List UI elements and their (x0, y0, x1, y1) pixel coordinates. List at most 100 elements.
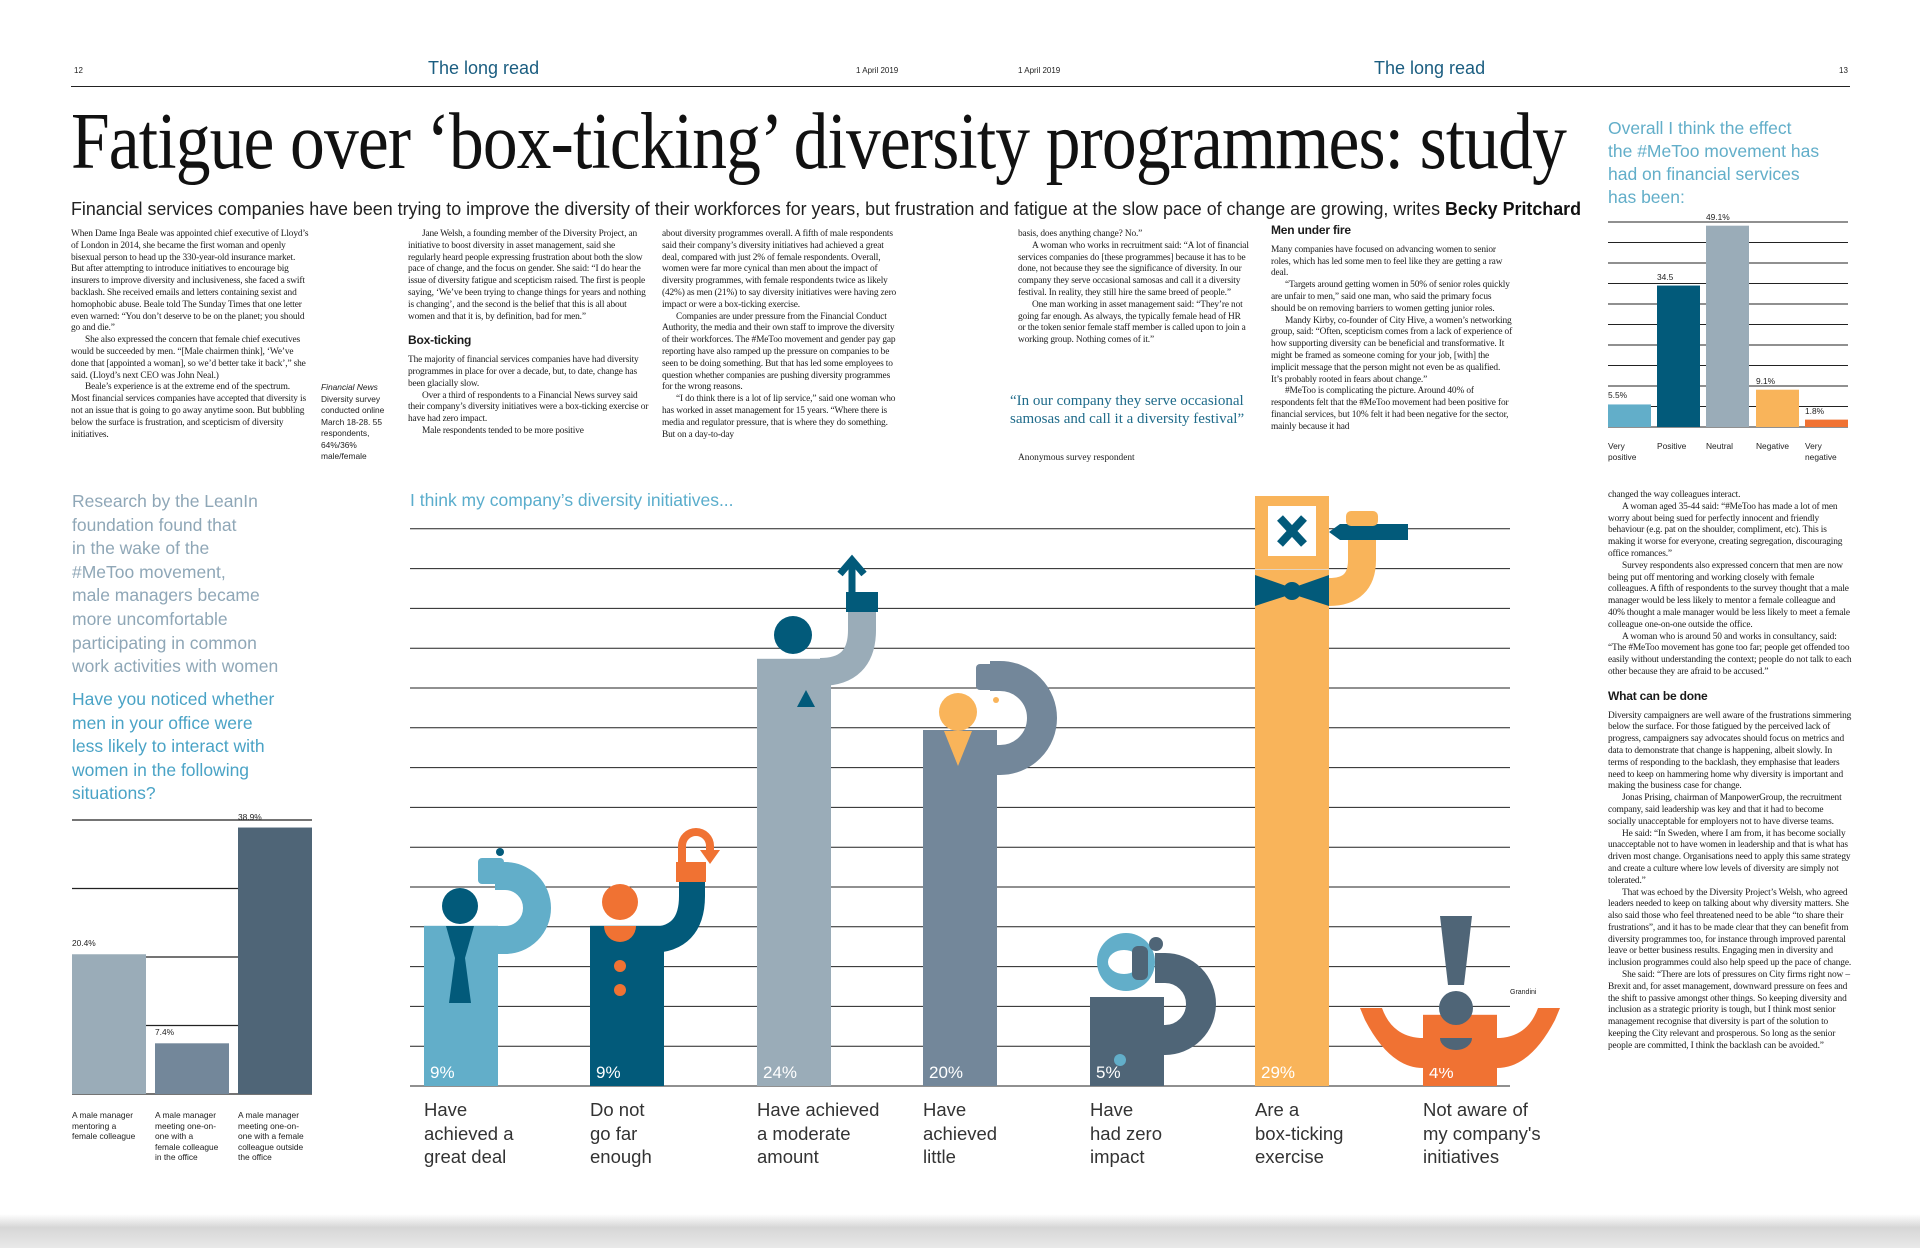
category-label: Are a box-ticking exercise (1255, 1099, 1344, 1167)
figure-arrow-up-illustration (774, 554, 878, 707)
leanin-question-line: situations? (72, 783, 156, 804)
category-label: A male manager meeting one-on- one with … (238, 1110, 304, 1162)
bar (1756, 389, 1799, 427)
leanin-question-line: Have you noticed whether (72, 689, 275, 709)
body-paragraph: basis, does anything change? No.” (1018, 229, 1143, 239)
article-column-2: Jane Welsh, a founding member of the Div… (408, 229, 649, 469)
body-paragraph: “Targets around getting women in 50% of … (1271, 280, 1510, 314)
bar-value-label: 38.9% (238, 811, 262, 822)
metoo-title-line: the #MeToo movement has (1608, 141, 1820, 161)
pull-quote-attribution: Anonymous survey respondent (1018, 453, 1135, 463)
page-number-left: 12 (74, 66, 83, 75)
bar (1706, 225, 1749, 427)
illustration-credit: Grandini (1510, 989, 1537, 996)
standfirst: Financial services companies have been t… (71, 199, 1581, 220)
date-left: 1 April 2019 (856, 66, 899, 75)
category-label: Neutral (1706, 441, 1733, 451)
category-label: Positive (1657, 441, 1687, 451)
bar-value-label: 49.1% (1706, 211, 1730, 222)
section-label-right: The long read (1374, 58, 1486, 78)
survey-note-source: Financial News (321, 382, 378, 392)
bar (1805, 419, 1848, 427)
body-paragraph: Jane Welsh, a founding member of the Div… (408, 229, 646, 322)
category-label: Do not go far enough (590, 1099, 652, 1167)
body-paragraph: Male respondents tended to be more posit… (422, 425, 584, 436)
headline: Fatigue over ‘box-ticking’ diversity pro… (71, 98, 1567, 186)
body-paragraph: A woman who is around 50 and works in co… (1608, 631, 1852, 677)
figure-zero-illustration (1097, 933, 1216, 1066)
bar-value-label: 7.4% (155, 1027, 175, 1038)
bar (72, 954, 146, 1094)
figure-thumbs-down-illustration (939, 661, 1057, 775)
bar (155, 1043, 229, 1094)
article-column-3: about diversity programmes overall. A fi… (662, 229, 900, 469)
bar-value-label: 5.5% (1608, 390, 1628, 401)
metoo-title-line: has been: (1608, 187, 1685, 207)
leanin-intro-line: in the wake of the (72, 538, 210, 559)
standfirst-container: Financial services companies have been t… (71, 199, 1593, 220)
body-paragraph: changed the way colleagues interact. (1608, 490, 1741, 500)
body-paragraph: Companies are under pressure from the Fi… (662, 311, 896, 393)
bar-value-label: 20% (929, 1063, 964, 1082)
body-paragraph: A woman aged 35-44 said: “#MeToo has mad… (1608, 501, 1843, 559)
bar-value-label: 20.4% (72, 938, 96, 949)
body-paragraph: The majority of financial services compa… (408, 355, 639, 389)
category-label: Have achieved little (923, 1099, 998, 1167)
section-label-left: The long read (428, 58, 540, 78)
bar-value-label: 9.1% (1756, 375, 1776, 386)
pull-quote: “In our company they serve occasional sa… (1010, 393, 1245, 427)
figure-exclamation-illustration (1360, 916, 1560, 1068)
bar (1255, 569, 1329, 1086)
bar-value-label: 24% (763, 1063, 798, 1082)
body-paragraph: Survey respondents also expressed concer… (1608, 560, 1850, 630)
section-heading: Box-ticking (408, 333, 472, 348)
section-heading: Men under fire (1271, 223, 1351, 237)
category-label: Not aware of my company's initiatives (1423, 1099, 1541, 1167)
body-paragraph: #MeToo is complicating the picture. Arou… (1271, 386, 1509, 432)
leanin-intro-line: participating in common (72, 632, 257, 653)
category-label: A male manager mentoring a female collea… (72, 1110, 136, 1141)
category-label: Have achieved a moderate amount (757, 1099, 880, 1167)
body-paragraph: A woman who works in recruitment said: “… (1018, 240, 1249, 298)
body-paragraph: Beale’s experience is at the extreme end… (71, 382, 306, 440)
body-paragraph: Diversity campaigners are well aware of … (1608, 710, 1852, 792)
bar-value-label: 34.5 (1657, 271, 1674, 282)
body-paragraph: Mandy Kirby, co-founder of City Hive, a … (1271, 315, 1513, 385)
category-label: A male manager meeting one-on- one with … (155, 1110, 219, 1162)
bar (1657, 285, 1700, 427)
leanin-intro: Research by the LeanIn foundation found … (72, 490, 332, 679)
page-bottom-shadow (0, 1214, 1920, 1248)
bar (923, 730, 997, 1086)
survey-note-text: Diversity survey conducted online March … (321, 393, 385, 462)
body-paragraph: She also expressed the concern that fema… (71, 335, 306, 381)
figure-curved-arrow-illustration (602, 828, 720, 996)
date-right: 1 April 2019 (1018, 66, 1061, 75)
bar-value-label: 9% (430, 1063, 455, 1082)
bar (1608, 404, 1651, 427)
survey-note: Financial News Diversity survey conducte… (321, 382, 403, 463)
metoo-title-line: had on financial services (1608, 164, 1800, 184)
body-paragraph: She said: “There are lots of pressures o… (1608, 970, 1850, 1051)
body-paragraph: That was echoed by the Diversity Project… (1608, 887, 1852, 969)
body-paragraph: “I do think there is a lot of lip servic… (662, 394, 896, 440)
category-label: Have achieved a great deal (424, 1099, 514, 1167)
bar-value-label: 9% (596, 1063, 621, 1082)
leanin-intro-line: #MeToo movement, (72, 561, 226, 582)
figure-box-tick-illustration (1255, 496, 1408, 606)
bar-value-label: 1.8% (1805, 405, 1825, 416)
category-label: Negative (1756, 441, 1790, 451)
body-paragraph: Many companies have focused on advancing… (1271, 244, 1503, 279)
body-paragraph: Over a third of respondents to a Financi… (408, 390, 649, 425)
leanin-intro-line: foundation found that (72, 514, 237, 535)
leanin-question-line: less likely to interact with (72, 736, 265, 757)
bar-value-label: 29% (1261, 1063, 1296, 1082)
section-heading: What can be done (1608, 688, 1708, 703)
leanin-intro-line: Research by the LeanIn (72, 491, 258, 511)
article-column-5: Men under fire Many companies have focuse… (1271, 223, 1513, 469)
byline: Becky Pritchard (1444, 199, 1581, 219)
bar (238, 827, 312, 1094)
standfirst-text: Financial services companies have been t… (71, 199, 1441, 219)
article-column-4: basis, does anything change? No.” A woman… (1018, 229, 1250, 389)
